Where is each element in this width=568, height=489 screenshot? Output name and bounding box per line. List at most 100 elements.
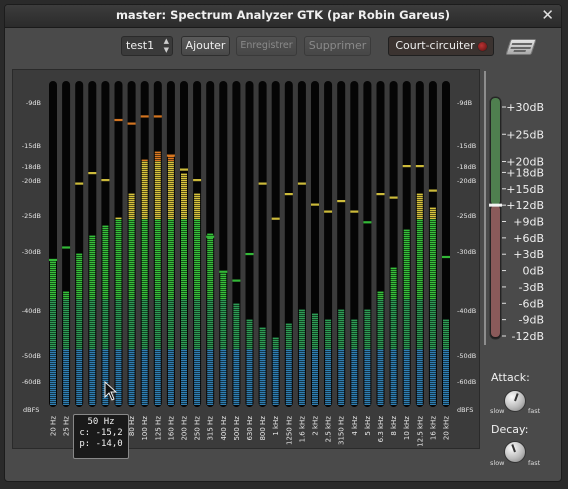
bar-segment [50,381,56,383]
bar-segment [102,371,109,373]
bar-segment [154,155,161,157]
bar-segment [377,365,384,367]
gain-tick-label: +18dB [506,166,544,179]
bar-segment [181,359,187,361]
bar-segment [167,363,174,365]
bar-segment [390,363,397,365]
bar-segment [181,285,187,287]
band-label: 20 kHz [443,416,451,440]
bypass-button[interactable]: Court-circuiter [388,36,494,56]
bar-segment [338,377,345,379]
bar-segment [207,261,214,263]
bar-segment [416,229,423,231]
bar-segment [154,271,161,273]
bar-segment [154,151,161,153]
bar-segment [325,347,332,349]
bar-segment [115,403,122,405]
bar-segment [167,369,174,371]
keyboard-icon[interactable] [505,39,537,55]
bar-segment [403,391,410,393]
bar-segment [233,367,240,369]
bar-segment [377,345,384,347]
bar-segment [141,367,148,369]
bar-segment [246,363,253,365]
bar-segment [364,391,371,393]
gain-tick-label: -3dB [519,281,545,294]
bar-segment [141,203,148,205]
bar-segment [233,307,240,309]
bar-segment [115,363,122,365]
bar-segment [181,219,187,221]
band-bar [193,81,202,407]
bar-segment [377,395,384,397]
bar-segment [128,335,135,337]
bar-segment [312,349,318,351]
bar-segment [207,329,214,331]
bar-segment [403,323,410,325]
bar-segment [141,355,148,357]
preset-select[interactable]: test1 ▲ ▼ [121,36,173,56]
save-preset-button[interactable]: Enregistrer [236,36,297,56]
decay-knob[interactable] [504,441,526,463]
spectrum-display[interactable]: -9dB -15dB -18dB -20dB -25dB -30dB -40dB -50dB -… [12,69,480,449]
bar-segment [325,375,332,377]
bar-segment [154,347,161,349]
bar-segment [207,245,214,247]
bar-segment [154,301,161,303]
bar-segment [390,269,397,271]
bar-segment [351,395,358,397]
bar-segment [128,199,135,201]
bar-segment [167,311,174,313]
title-bar[interactable]: master: Spectrum Analyzer GTK (par Robin… [5,5,561,28]
bar-segment [298,315,305,317]
bar-segment [443,379,449,381]
bar-segment [220,329,227,331]
bar-segment [194,325,201,327]
bar-segment [338,371,345,373]
bar-segment [351,371,358,373]
bar-segment [167,301,174,303]
bar-background [311,81,319,407]
bar-segment [167,319,174,321]
bar-segment [364,341,371,343]
bar-segment [351,333,358,335]
bar-segment [259,387,266,389]
bar-segment [298,311,305,313]
bar-segment [181,319,187,321]
bar-segment [259,365,266,367]
close-icon[interactable]: ✕ [541,6,554,24]
bar-segment [403,271,410,273]
peak-marker [297,182,306,185]
bar-segment [259,383,266,385]
bar-segment [115,319,122,321]
bar-segment [207,387,214,389]
bar-segment [89,261,96,263]
bar-segment [246,347,253,349]
bar-segment [429,301,436,303]
bar-segment [390,291,397,293]
bar-segment [194,269,201,271]
bar-segment [181,323,187,325]
decay-slow-label: slow [490,459,505,467]
attack-knob[interactable] [504,390,526,412]
bar-segment [115,381,122,383]
bar-segment [351,325,358,327]
bar-segment [167,313,174,315]
scale-label-right: -20dB [457,177,476,185]
bar-segment [89,331,96,333]
add-preset-button[interactable]: Ajouter [181,36,230,56]
band-bar [415,81,424,407]
delete-preset-button[interactable]: Supprimer [304,36,371,56]
bar-segment [181,243,187,245]
bar-segment [285,359,292,361]
bar-segment [102,401,109,403]
bar-segment [298,317,305,319]
bar-segment [285,337,292,339]
bar-segment [141,383,148,385]
bar-segment [403,379,410,381]
bar-segment [181,229,187,231]
bar-segment [76,395,83,397]
bar-segment [89,285,96,287]
bar-segment [194,255,201,257]
bar-segment [298,337,305,339]
